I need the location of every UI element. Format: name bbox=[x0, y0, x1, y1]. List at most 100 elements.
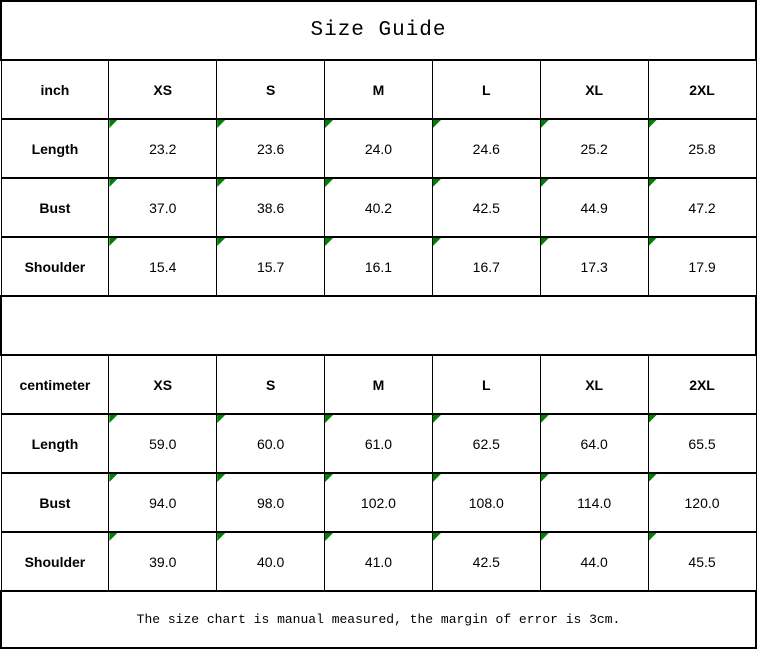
corner-marker-icon bbox=[649, 239, 657, 246]
size-value-cell: 114.0 bbox=[539, 472, 649, 533]
size-value: 94.0 bbox=[149, 494, 177, 511]
corner-marker-icon bbox=[649, 416, 657, 423]
size-column-header-l: L bbox=[431, 59, 541, 120]
corner-marker-icon bbox=[325, 534, 334, 541]
size-value-cell: 64.0 bbox=[539, 413, 649, 474]
row-label-length: Length bbox=[0, 413, 110, 474]
size-column-header-l: L bbox=[431, 354, 541, 415]
size-value-cell: 17.9 bbox=[647, 236, 757, 297]
size-value-cell: 108.0 bbox=[431, 472, 541, 533]
table-row: Length 59.0 60.0 61.0 62.5 64.0 65.5 bbox=[0, 413, 757, 474]
size-column-header-2xl: 2XL bbox=[647, 59, 757, 120]
corner-marker-icon bbox=[217, 121, 226, 128]
size-column-header-xl: XL bbox=[539, 354, 649, 415]
size-value-cell: 24.6 bbox=[431, 118, 541, 179]
size-value: 64.0 bbox=[580, 435, 608, 452]
size-value: 17.9 bbox=[688, 258, 716, 275]
corner-marker-icon bbox=[649, 121, 657, 128]
size-value-cell: 40.2 bbox=[324, 177, 433, 238]
size-column-header-xs: XS bbox=[108, 354, 218, 415]
table-row: Shoulder 15.4 15.7 16.1 16.7 17.3 17.9 bbox=[0, 236, 757, 297]
corner-marker-icon bbox=[433, 180, 441, 187]
corner-marker-icon bbox=[433, 416, 441, 423]
corner-marker-icon bbox=[325, 239, 334, 246]
size-value: 41.0 bbox=[364, 553, 393, 570]
size-value-cell: 17.3 bbox=[539, 236, 649, 297]
corner-marker-icon bbox=[217, 475, 226, 482]
size-value-cell: 102.0 bbox=[324, 472, 433, 533]
corner-marker-icon bbox=[217, 534, 226, 541]
size-value-cell: 98.0 bbox=[216, 472, 326, 533]
size-value-cell: 59.0 bbox=[108, 413, 218, 474]
corner-marker-icon bbox=[217, 180, 226, 187]
corner-marker-icon bbox=[433, 475, 441, 482]
size-value-cell: 23.2 bbox=[108, 118, 218, 179]
size-value: 25.8 bbox=[688, 140, 716, 157]
size-value: 23.2 bbox=[149, 140, 177, 157]
size-value-cell: 25.2 bbox=[539, 118, 649, 179]
corner-marker-icon bbox=[109, 475, 118, 482]
size-value-cell: 120.0 bbox=[647, 472, 757, 533]
corner-marker-icon bbox=[433, 239, 441, 246]
size-value: 45.5 bbox=[688, 553, 716, 570]
size-value-cell: 42.5 bbox=[431, 531, 541, 592]
size-value-cell: 65.5 bbox=[647, 413, 757, 474]
corner-marker-icon bbox=[109, 534, 118, 541]
size-column-header-xs: XS bbox=[108, 59, 218, 120]
corner-marker-icon bbox=[109, 416, 118, 423]
corner-marker-icon bbox=[649, 534, 657, 541]
row-label-bust: Bust bbox=[0, 472, 110, 533]
size-value-cell: 23.6 bbox=[216, 118, 326, 179]
size-column-header-2xl: 2XL bbox=[647, 354, 757, 415]
corner-marker-icon bbox=[541, 239, 549, 246]
table-row: Bust 94.0 98.0 102.0 108.0 114.0 120.0 bbox=[0, 472, 757, 533]
row-label-shoulder: Shoulder bbox=[0, 236, 110, 297]
corner-marker-icon bbox=[325, 416, 334, 423]
page-title: Size Guide bbox=[0, 0, 757, 61]
size-value-cell: 37.0 bbox=[108, 177, 218, 238]
corner-marker-icon bbox=[109, 180, 118, 187]
size-value: 59.0 bbox=[149, 435, 177, 452]
corner-marker-icon bbox=[541, 121, 549, 128]
corner-marker-icon bbox=[325, 475, 334, 482]
size-value-cell: 61.0 bbox=[324, 413, 433, 474]
size-column-header-s: S bbox=[216, 59, 326, 120]
size-value: 42.5 bbox=[472, 553, 500, 570]
size-value: 15.7 bbox=[256, 258, 285, 275]
size-value: 25.2 bbox=[580, 140, 608, 157]
size-value: 61.0 bbox=[364, 435, 393, 452]
row-label-bust: Bust bbox=[0, 177, 110, 238]
size-value-cell: 45.5 bbox=[647, 531, 757, 592]
table-row: Bust 37.0 38.6 40.2 42.5 44.9 47.2 bbox=[0, 177, 757, 238]
size-column-header-s: S bbox=[216, 354, 326, 415]
size-value: 108.0 bbox=[468, 494, 504, 511]
size-value: 39.0 bbox=[149, 553, 177, 570]
corner-marker-icon bbox=[541, 534, 549, 541]
unit-label-centimeter: centimeter bbox=[0, 354, 110, 415]
size-value-cell: 40.0 bbox=[216, 531, 326, 592]
size-value-cell: 16.1 bbox=[324, 236, 433, 297]
size-value: 102.0 bbox=[360, 494, 396, 511]
size-value: 42.5 bbox=[472, 199, 500, 216]
corner-marker-icon bbox=[217, 239, 226, 246]
size-value-cell: 42.5 bbox=[431, 177, 541, 238]
size-value-cell: 25.8 bbox=[647, 118, 757, 179]
size-value-cell: 39.0 bbox=[108, 531, 218, 592]
size-value: 120.0 bbox=[684, 494, 720, 511]
corner-marker-icon bbox=[649, 475, 657, 482]
size-value: 24.6 bbox=[472, 140, 500, 157]
size-value-cell: 47.2 bbox=[647, 177, 757, 238]
size-value-cell: 38.6 bbox=[216, 177, 326, 238]
corner-marker-icon bbox=[217, 416, 226, 423]
size-value-cell: 15.4 bbox=[108, 236, 218, 297]
corner-marker-icon bbox=[541, 475, 549, 482]
size-value-cell: 94.0 bbox=[108, 472, 218, 533]
size-value: 65.5 bbox=[688, 435, 716, 452]
size-value: 47.2 bbox=[688, 199, 716, 216]
corner-marker-icon bbox=[325, 121, 334, 128]
size-value: 40.0 bbox=[256, 553, 285, 570]
size-value: 38.6 bbox=[256, 199, 285, 216]
size-value: 60.0 bbox=[256, 435, 285, 452]
spacer-row bbox=[0, 295, 757, 356]
